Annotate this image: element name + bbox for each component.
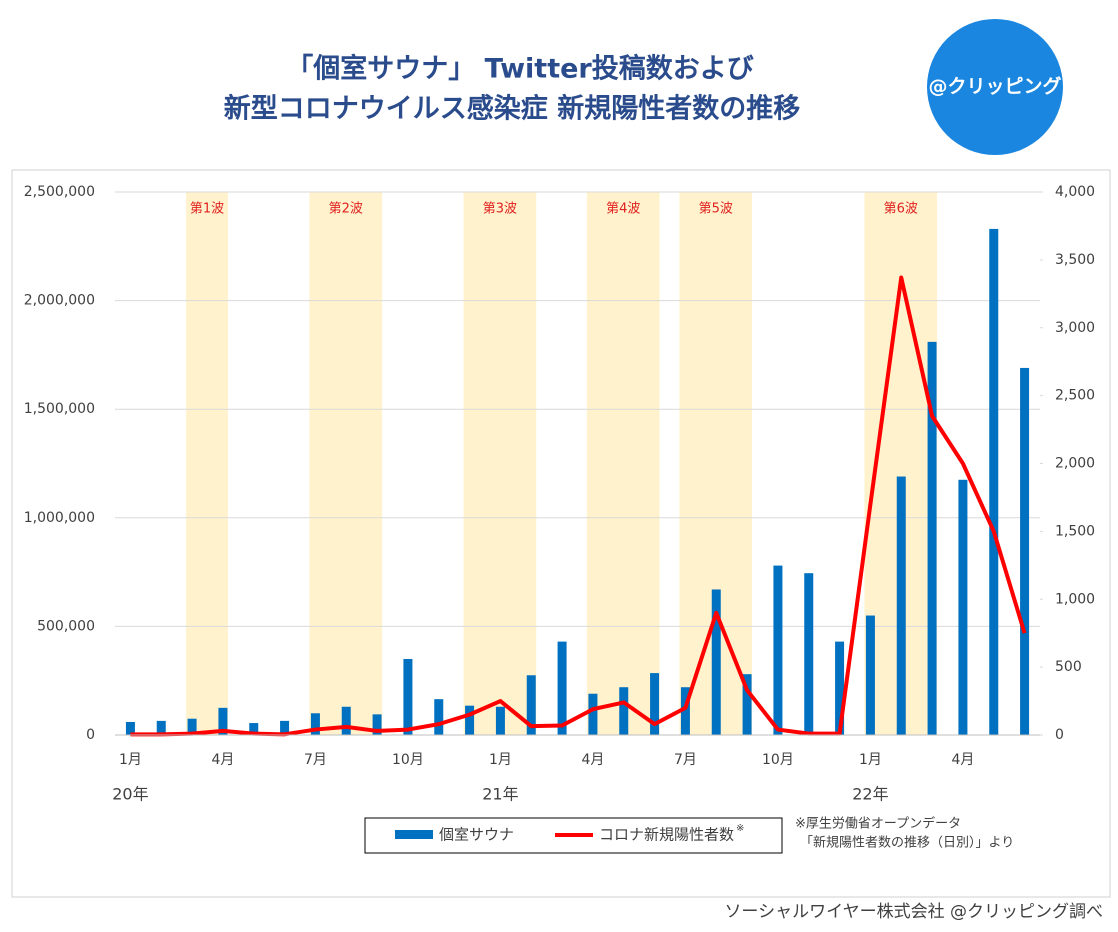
bar	[773, 565, 783, 735]
bar	[927, 341, 937, 735]
bar	[742, 674, 752, 735]
x-tick-label: 10月	[762, 752, 794, 768]
bar	[372, 714, 382, 735]
chart-frame	[11, 169, 1111, 898]
bar	[249, 723, 259, 735]
legend-mark: ※	[736, 823, 744, 834]
bar	[557, 641, 567, 735]
y-tick-label: 0	[86, 727, 95, 743]
y2-tick-label: 1,500	[1055, 523, 1095, 539]
legend-label: コロナ新規陽性者数	[599, 826, 734, 844]
bar	[526, 675, 536, 735]
y2-tick-label: 3,000	[1055, 320, 1095, 336]
x-tick-label: 7月	[674, 752, 697, 768]
note: ※厚生労働省オープンデータ	[795, 816, 961, 832]
bar	[896, 476, 906, 735]
logo-text: @クリッピング	[928, 75, 1061, 98]
bar	[403, 658, 413, 735]
y-tick-label: 1,500,000	[24, 401, 95, 417]
bar	[495, 706, 505, 735]
wave-band	[186, 192, 228, 735]
y2-tick-label: 0	[1055, 727, 1064, 743]
year-label: 21年	[482, 785, 518, 804]
year-label: 20年	[112, 785, 148, 804]
wave-label: 第3波	[483, 202, 517, 217]
x-tick-label: 1月	[119, 752, 142, 768]
bar	[650, 673, 660, 735]
legend-swatch	[395, 830, 433, 839]
bar	[125, 721, 135, 735]
x-tick-label: 4月	[951, 752, 974, 768]
bar	[835, 641, 845, 735]
y2-tick-label: 500	[1055, 659, 1082, 675]
y-tick-label: 2,000,000	[24, 293, 95, 309]
year-label: 22年	[852, 785, 888, 804]
wave-label: 第5波	[699, 202, 733, 217]
y2-tick-label: 4,000	[1055, 184, 1095, 200]
note: 「新規陽性者数の推移（日別）」より	[800, 835, 1014, 851]
bar	[187, 718, 197, 735]
y-tick-label: 2,500,000	[24, 184, 95, 200]
bar	[156, 720, 166, 735]
bar	[804, 573, 814, 735]
wave-band	[586, 192, 660, 735]
bar	[958, 479, 968, 735]
bar	[711, 589, 721, 735]
bar	[865, 615, 875, 735]
x-tick-label: 1月	[489, 752, 512, 768]
bar	[310, 713, 320, 735]
logo	[927, 19, 1063, 155]
x-tick-label: 7月	[304, 752, 327, 768]
wave-band	[463, 192, 537, 735]
bar	[434, 699, 444, 735]
bar	[280, 720, 290, 735]
chart-title: 「個室サウナ」 Twitter投稿数および	[286, 53, 754, 85]
wave-label: 第6波	[884, 202, 918, 217]
bar	[588, 693, 598, 735]
bar	[1020, 367, 1030, 735]
x-tick-label: 1月	[859, 752, 882, 768]
legend-label: 個室サウナ	[439, 826, 514, 844]
source: ソーシャルワイヤー株式会社 @クリッピング調べ	[724, 902, 1103, 922]
y2-tick-label: 2,000	[1055, 456, 1095, 472]
bar	[465, 705, 475, 735]
bar	[680, 687, 690, 735]
chart-title: 新型コロナウイルス感染症 新規陽性者数の推移	[224, 93, 800, 125]
x-tick-label: 10月	[392, 752, 424, 768]
x-tick-label: 4月	[211, 752, 234, 768]
bar	[619, 687, 629, 735]
y2-tick-label: 2,500	[1055, 388, 1095, 404]
y-tick-label: 1,000,000	[24, 510, 95, 526]
plot-area: 第1波 第2波 第3波 第4波 第5波 第6波	[115, 191, 1043, 737]
wave-band	[309, 192, 383, 735]
y2-tick-label: 3,500	[1055, 252, 1095, 268]
line	[130, 275, 1027, 737]
x-tick-label: 4月	[581, 752, 604, 768]
y-tick-label: 500,000	[37, 618, 95, 634]
bar	[218, 707, 228, 735]
wave-label: 第4波	[606, 202, 640, 217]
bar	[341, 706, 351, 735]
bar	[989, 228, 999, 735]
wave-label: 第1波	[190, 202, 224, 217]
wave-label: 第2波	[329, 202, 363, 217]
y2-tick-label: 1,000	[1055, 591, 1095, 607]
